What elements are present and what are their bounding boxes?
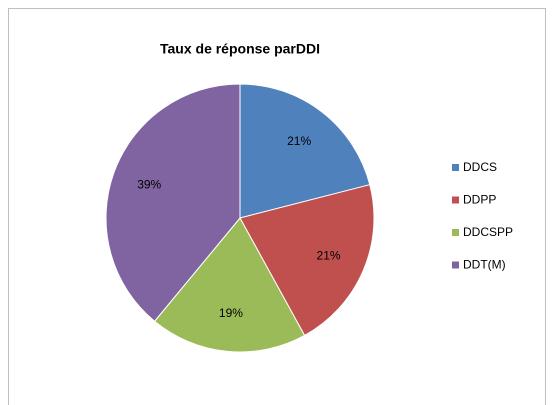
legend-swatch xyxy=(452,164,459,171)
legend-swatch xyxy=(452,261,459,269)
data-label: 21% xyxy=(317,248,341,262)
legend-label: DDPP xyxy=(463,193,496,207)
pie-slice xyxy=(239,83,371,219)
pie-slice xyxy=(105,83,241,322)
legend-swatch xyxy=(452,229,459,236)
data-label: 21% xyxy=(287,134,311,148)
legend-label: DDT(M) xyxy=(463,258,506,272)
pie-slice xyxy=(239,184,375,337)
data-label: 19% xyxy=(219,306,243,320)
legend-label: DDCSPP xyxy=(463,225,513,239)
data-label: 39% xyxy=(137,177,161,191)
pie-slice xyxy=(153,217,306,353)
legend-swatch xyxy=(452,196,459,204)
legend-label: DDCS xyxy=(463,160,497,174)
chart-title: Taux de réponse parDDI xyxy=(160,41,320,57)
